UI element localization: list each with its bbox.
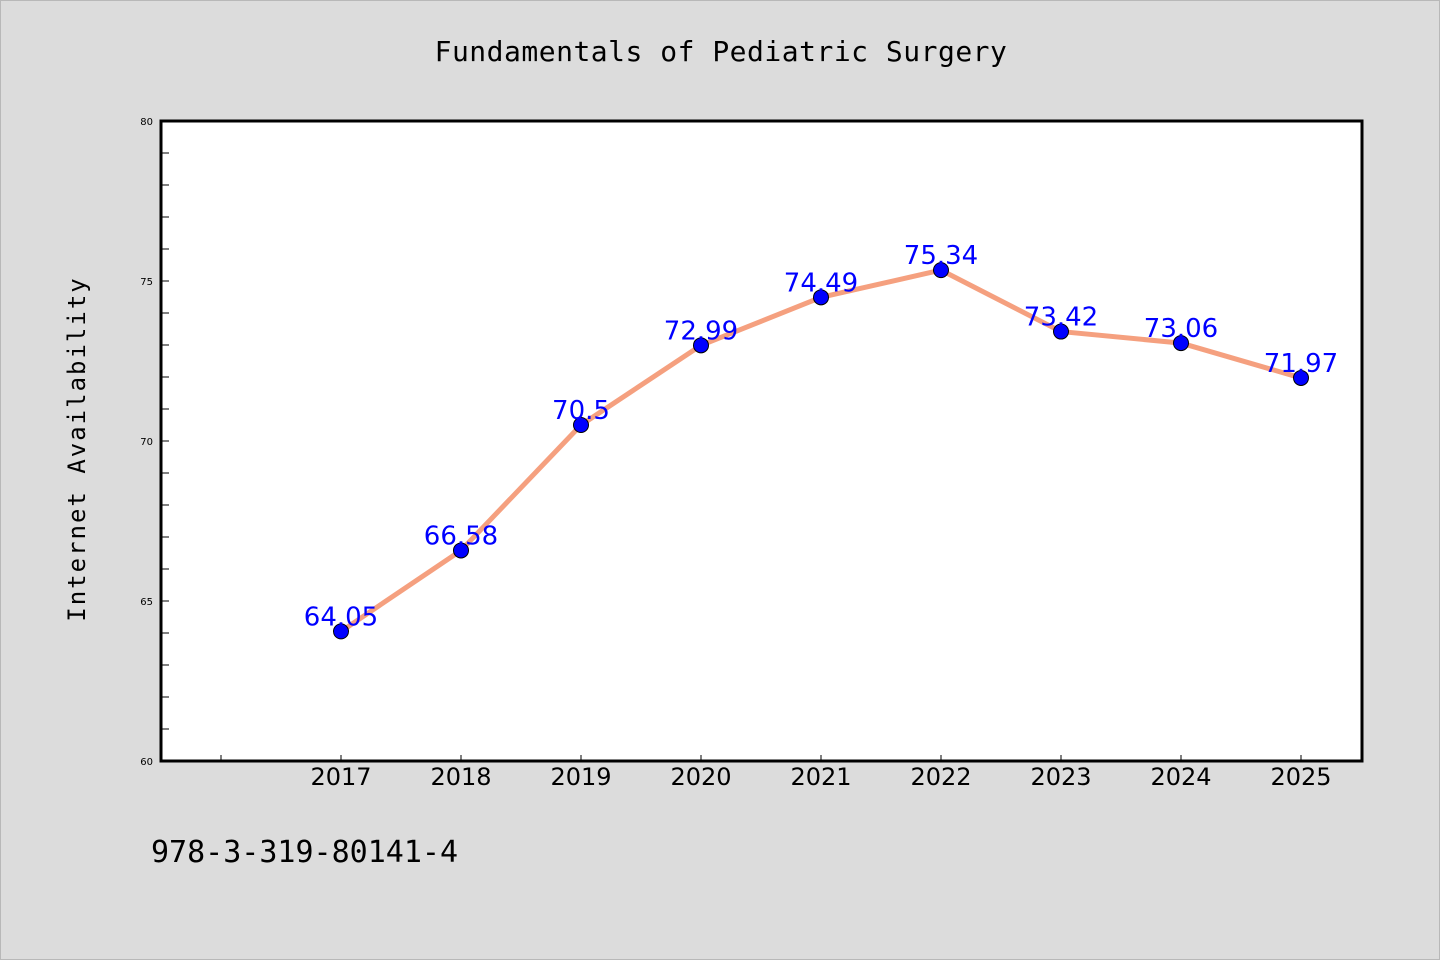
- y-tick-label: 80: [140, 117, 153, 128]
- x-tick-label: 2023: [1030, 763, 1091, 791]
- x-tick-label: 2021: [790, 763, 851, 791]
- data-label: 72.99: [664, 316, 738, 346]
- data-label: 73.42: [1024, 303, 1098, 333]
- data-label: 70.5: [552, 396, 610, 426]
- data-point: [693, 337, 709, 354]
- x-tick-label: 2024: [1150, 763, 1211, 791]
- data-label: 73.06: [1144, 314, 1218, 344]
- y-tick-label: 70: [140, 437, 153, 448]
- data-point: [453, 542, 469, 559]
- y-tick-label: 75: [140, 277, 153, 288]
- series-markers: [333, 262, 1309, 640]
- data-label: 71.97: [1264, 349, 1338, 379]
- footnote-isbn: 978-3-319-80141-4: [151, 835, 459, 870]
- x-tick-label: 2020: [670, 763, 731, 791]
- x-tick-label: 2025: [1270, 763, 1331, 791]
- x-tick-label: 2017: [310, 763, 371, 791]
- data-label: 66.58: [424, 521, 498, 551]
- x-tick-label: 2022: [910, 763, 971, 791]
- y-tick-label: 60: [140, 757, 153, 768]
- data-point: [573, 417, 589, 433]
- data-point: [1053, 323, 1069, 340]
- data-point: [933, 262, 949, 279]
- y-tick-label: 65: [140, 597, 153, 608]
- x-tick-label: 2019: [550, 763, 611, 791]
- axis-ticks: 60 65 70 75 80 2017 2018 2019 2020 2021 2022 2023 20…: [140, 117, 1331, 791]
- data-point: [1173, 335, 1189, 352]
- data-point: [813, 289, 829, 306]
- data-point: [1293, 369, 1309, 386]
- x-tick-label: 2018: [430, 763, 491, 791]
- chart-title: Fundamentals of Pediatric Surgery: [434, 35, 1008, 68]
- plot-area: [159, 119, 1364, 763]
- data-labels: 64.05 66.58 70.5 72.99 74.49 75.34 73.42 73.06 7…: [304, 241, 1338, 632]
- data-label: 75.34: [904, 241, 978, 271]
- data-point: [333, 623, 349, 640]
- data-label: 74.49: [784, 268, 858, 298]
- data-label: 64.05: [304, 602, 378, 632]
